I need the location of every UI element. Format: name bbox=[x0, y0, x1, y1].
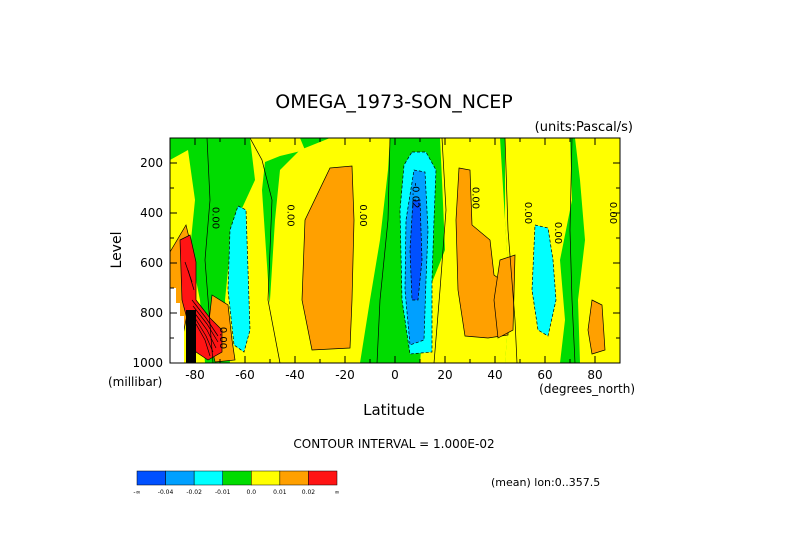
dense-contour-lines bbox=[184, 261, 219, 357]
colorbar-swatch bbox=[251, 470, 281, 486]
y-tick-label: 800 bbox=[140, 306, 163, 320]
y-axis-ticks: 200 400 600 800 1000 bbox=[132, 137, 620, 370]
colorbar-label: 0.02 bbox=[302, 489, 316, 496]
colorbar-label: -0.04 bbox=[158, 489, 174, 496]
x-axis-ticks: -80 -60 -40 -20 0 20 40 60 80 bbox=[169, 138, 621, 382]
positive-core bbox=[587, 299, 606, 355]
colorbar-label: -0.01 bbox=[215, 489, 231, 496]
contour-label: 0.00 bbox=[217, 327, 228, 349]
x-tick-label: -40 bbox=[285, 368, 305, 382]
contour-lines bbox=[204, 137, 576, 364]
mean-label: (mean) lon:0..357.5 bbox=[491, 476, 600, 489]
strongest-negative-region bbox=[409, 199, 423, 301]
colorbar-swatch bbox=[193, 470, 223, 486]
contour-labels: 0.00 0.00 0.00 -0.02 0.00 0.00 0.00 0.00 0.00 bbox=[210, 183, 619, 350]
contour-label: 0.00 bbox=[522, 202, 533, 224]
positive-core bbox=[493, 254, 516, 339]
terrain-region bbox=[186, 310, 196, 363]
contour-label: 0.00 bbox=[357, 204, 368, 226]
colorbar: -∞ -0.04 -0.02 -0.01 0.0 0.01 0.02 ∞ bbox=[133, 470, 340, 496]
x-tick-label: -60 bbox=[235, 368, 255, 382]
colorbar-label: -0.02 bbox=[186, 489, 202, 496]
y-tick-label: 1000 bbox=[132, 356, 163, 370]
colorbar-swatch bbox=[222, 470, 252, 486]
contour-label: 0.00 bbox=[210, 207, 221, 229]
x-tick-label: -80 bbox=[185, 368, 205, 382]
colorbar-swatch bbox=[165, 470, 195, 486]
contour-label: 0.00 bbox=[607, 202, 618, 224]
contour-label: 0.00 bbox=[552, 222, 563, 244]
x-tick-label: -20 bbox=[335, 368, 355, 382]
positive-core bbox=[301, 165, 355, 351]
missing-data-region bbox=[170, 288, 184, 363]
positive-region-band bbox=[575, 138, 620, 363]
chart-title: OMEGA_1973-SON_NCEP bbox=[275, 91, 512, 113]
x-tick-label: 0 bbox=[391, 368, 399, 382]
y-tick-label: 600 bbox=[140, 256, 163, 270]
x-tick-label: 20 bbox=[437, 368, 452, 382]
contour-label: 0.00 bbox=[470, 187, 481, 209]
colorbar-label: 0.01 bbox=[273, 489, 287, 496]
x-tick-label: 60 bbox=[537, 368, 552, 382]
y-axis-label: Level bbox=[109, 232, 125, 269]
contour-label: 0.00 bbox=[285, 204, 296, 226]
y-tick-label: 400 bbox=[140, 206, 163, 220]
plot-area: 0.00 0.00 0.00 -0.02 0.00 0.00 0.00 0.00 0.00 -8… bbox=[132, 137, 621, 382]
colorbar-swatch bbox=[136, 470, 166, 486]
x-tick-label: 80 bbox=[587, 368, 602, 382]
x-units-label: (degrees_north) bbox=[539, 382, 635, 396]
colorbar-swatch bbox=[279, 470, 309, 486]
contour-label: -0.02 bbox=[410, 183, 421, 209]
x-axis-label: Latitude bbox=[363, 401, 425, 419]
colorbar-label: ∞ bbox=[335, 489, 340, 496]
colorbar-label: -∞ bbox=[133, 489, 140, 496]
colorbar-swatch bbox=[308, 470, 338, 486]
colorbar-label: 0.0 bbox=[247, 489, 257, 496]
y-units-label: (millibar) bbox=[108, 375, 162, 389]
units-label: (units:Pascal/s) bbox=[535, 120, 633, 135]
negative-region bbox=[227, 205, 251, 353]
negative-region bbox=[531, 224, 557, 337]
contour-interval-label: CONTOUR INTERVAL = 1.000E-02 bbox=[293, 437, 494, 451]
y-tick-label: 200 bbox=[140, 156, 163, 170]
x-tick-label: 40 bbox=[487, 368, 502, 382]
